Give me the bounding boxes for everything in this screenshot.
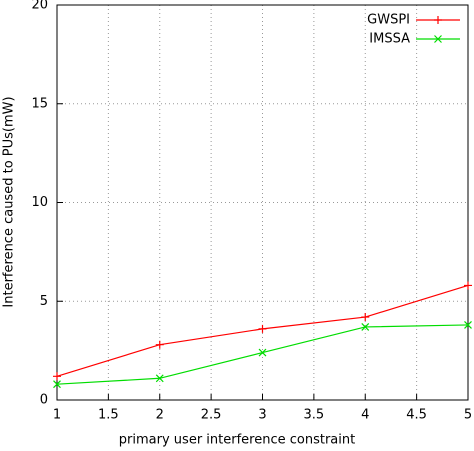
y-tick-label: 10 bbox=[31, 195, 48, 210]
x-tick-label: 4 bbox=[361, 408, 369, 423]
y-tick-label: 0 bbox=[40, 393, 48, 408]
legend-label: IMSSA bbox=[369, 32, 410, 47]
x-tick-label: 3 bbox=[258, 408, 266, 423]
point-marker bbox=[53, 372, 61, 381]
point-marker bbox=[464, 281, 472, 290]
x-tick-label: 5 bbox=[464, 408, 472, 423]
x-tick-label: 4.5 bbox=[406, 408, 427, 423]
point-marker bbox=[464, 321, 472, 329]
point-marker bbox=[434, 16, 442, 24]
y-axis-label: Interference caused to PUs(mW) bbox=[2, 96, 17, 307]
plot-frame bbox=[56, 4, 469, 401]
x-axis-label: primary user interference constraint bbox=[119, 433, 355, 448]
point-marker bbox=[258, 324, 267, 333]
x-tick-label: 1.5 bbox=[98, 408, 119, 423]
point-marker bbox=[53, 380, 61, 389]
point-marker bbox=[155, 374, 164, 383]
x-tick-label: 1 bbox=[53, 408, 61, 423]
y-tick-label: 5 bbox=[40, 294, 48, 309]
x-tick-label: 2 bbox=[156, 408, 164, 423]
x-tick-label: 2.5 bbox=[201, 408, 222, 423]
point-marker bbox=[361, 323, 370, 331]
point-marker bbox=[434, 35, 442, 43]
legend-label: GWSPI bbox=[367, 13, 410, 28]
point-marker bbox=[155, 340, 164, 349]
y-tick-label: 20 bbox=[31, 0, 48, 13]
y-tick-label: 15 bbox=[31, 96, 48, 111]
point-marker bbox=[361, 313, 370, 322]
point-marker bbox=[258, 348, 267, 357]
x-tick-label: 3.5 bbox=[304, 408, 325, 423]
